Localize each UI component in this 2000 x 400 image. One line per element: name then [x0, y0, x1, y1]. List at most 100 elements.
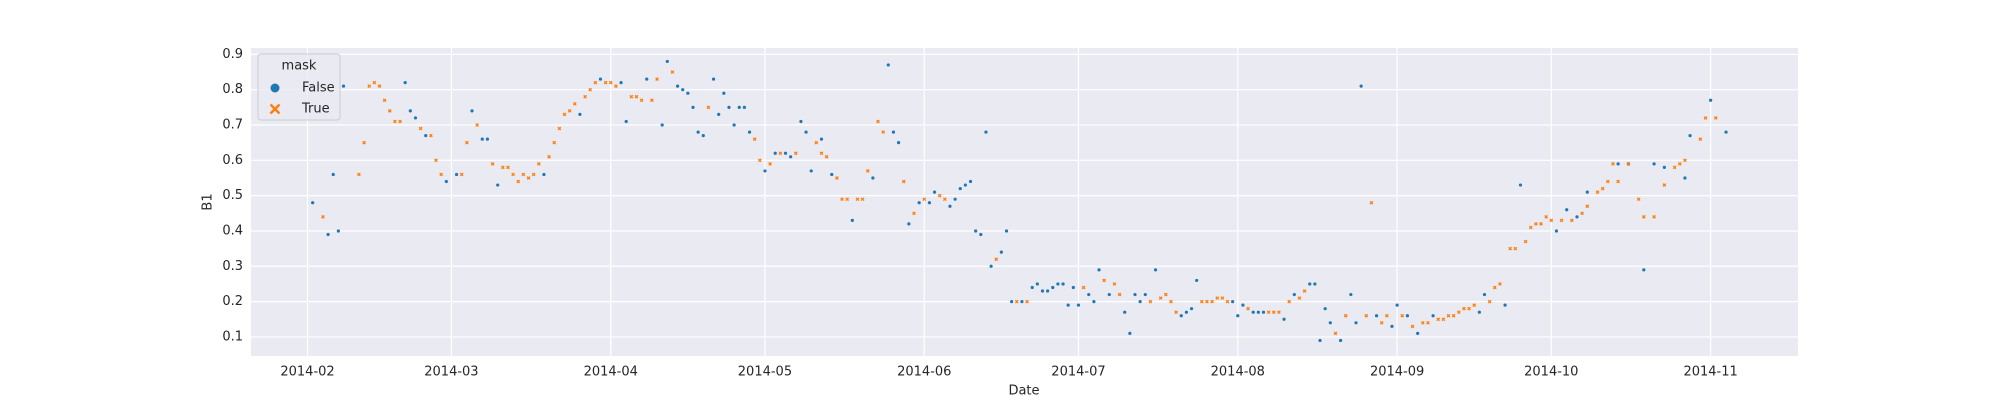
- point: [1492, 285, 1497, 290]
- point: [1359, 84, 1363, 88]
- point: [1271, 310, 1276, 315]
- point: [1703, 116, 1708, 120]
- point: [1482, 292, 1487, 297]
- point: [1390, 324, 1394, 328]
- point: [799, 119, 803, 124]
- point: [1302, 289, 1307, 293]
- point: [1662, 165, 1666, 169]
- legend-box: [257, 53, 341, 121]
- point: [1308, 282, 1312, 286]
- point: [757, 158, 762, 163]
- point: [1426, 320, 1430, 325]
- point: [1143, 292, 1147, 297]
- point: [624, 119, 628, 124]
- point: [942, 197, 947, 202]
- point: [403, 81, 407, 85]
- point: [830, 172, 834, 177]
- point: [444, 179, 448, 184]
- point: [1513, 246, 1518, 251]
- point: [1605, 179, 1610, 184]
- point: [398, 119, 402, 124]
- point: [1652, 162, 1656, 166]
- point: [681, 88, 685, 92]
- point: [598, 77, 603, 81]
- point: [331, 172, 335, 177]
- point: [665, 59, 669, 64]
- point: [824, 154, 829, 159]
- point: [1231, 300, 1235, 304]
- y-tick-label: 0.4: [222, 223, 243, 238]
- point: [696, 130, 700, 134]
- point: [675, 84, 680, 88]
- point: [1004, 229, 1009, 233]
- point: [881, 130, 886, 134]
- point: [717, 112, 721, 117]
- point: [819, 137, 824, 141]
- point: [953, 197, 957, 201]
- point: [475, 123, 479, 127]
- point: [1174, 310, 1178, 315]
- point: [891, 130, 896, 134]
- y-tick-label: 0.2: [222, 294, 243, 309]
- point: [500, 165, 505, 170]
- point: [1061, 282, 1065, 286]
- point: [958, 186, 962, 191]
- point: [552, 140, 557, 145]
- point: [634, 94, 639, 99]
- point: [578, 112, 582, 117]
- point: [1010, 300, 1014, 304]
- point: [367, 84, 372, 89]
- point: [336, 229, 340, 233]
- point: [639, 98, 644, 103]
- point: [1384, 313, 1389, 318]
- point: [608, 80, 613, 85]
- point: [1158, 296, 1163, 300]
- point: [763, 169, 767, 173]
- point: [567, 109, 572, 113]
- point: [1451, 313, 1456, 318]
- point: [1128, 331, 1132, 335]
- point: [1698, 137, 1703, 141]
- point: [1420, 320, 1425, 325]
- y-axis-label: B1: [201, 193, 216, 210]
- point: [752, 137, 757, 141]
- point: [382, 98, 387, 103]
- point: [1503, 303, 1507, 307]
- point: [511, 172, 515, 177]
- y-tick-label: 0.3: [222, 259, 243, 274]
- legend-marker: [269, 103, 281, 115]
- point: [470, 109, 474, 113]
- point: [1025, 299, 1029, 304]
- point: [1184, 310, 1188, 314]
- point: [1585, 190, 1589, 194]
- point: [835, 176, 839, 180]
- point: [917, 201, 921, 205]
- point: [732, 123, 736, 127]
- point: [1534, 222, 1538, 226]
- point: [1354, 321, 1358, 325]
- point: [1236, 314, 1240, 318]
- point: [418, 126, 423, 131]
- point: [1097, 268, 1101, 272]
- y-tick-label: 0.8: [222, 82, 243, 97]
- y-tick-label: 0.7: [222, 118, 243, 133]
- point: [1287, 299, 1292, 304]
- point: [542, 172, 546, 177]
- point: [1241, 303, 1245, 307]
- point: [979, 232, 983, 237]
- x-tick-label: 2014-02: [280, 365, 334, 380]
- point: [1467, 306, 1471, 311]
- point: [912, 211, 916, 216]
- point: [1313, 282, 1317, 286]
- point: [1076, 303, 1081, 307]
- point: [1251, 310, 1255, 314]
- point: [1642, 268, 1646, 272]
- point: [1246, 306, 1250, 311]
- legend-label: True: [301, 102, 330, 117]
- point: [1133, 292, 1137, 297]
- point: [1179, 314, 1183, 318]
- point: [1498, 282, 1502, 286]
- point: [490, 161, 495, 166]
- point: [994, 257, 999, 262]
